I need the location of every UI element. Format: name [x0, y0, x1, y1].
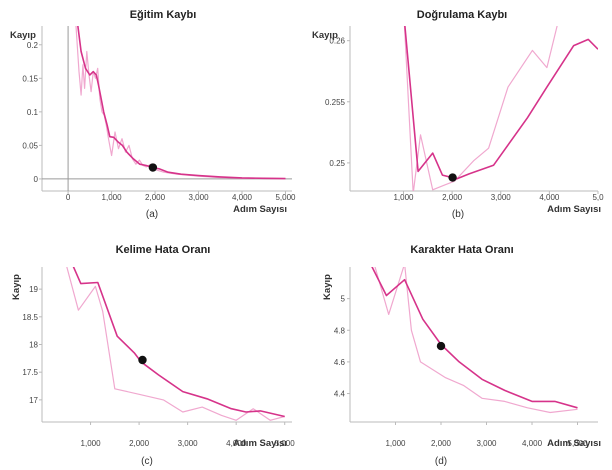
y-tick-label: 18 [29, 341, 38, 350]
highlight-marker [148, 163, 158, 172]
highlight-marker [138, 355, 147, 365]
x-tick-label: 1,000 [393, 193, 414, 202]
y-tick-label: 4.8 [334, 326, 346, 335]
series-line-raw [403, 26, 558, 191]
y-axis-label: Kayıp [11, 274, 22, 300]
y-axis-label: Kayıp [10, 30, 36, 41]
y-tick-label: 0.1 [27, 108, 39, 117]
x-tick-label: 2,000 [129, 439, 150, 448]
series-line-smoothed [72, 267, 285, 418]
plot-area: 1,000 2,000 3,000 4,000 5,000 4.4 4.6 4.8 5 [334, 267, 598, 448]
panel-word-error-rate: Kelime Hata Oranı Kayıp Adım Sayısı (c) … [11, 244, 295, 467]
x-tick-label: 5,000 [275, 439, 296, 448]
x-tick-label: 2,000 [431, 439, 452, 448]
series-line-smoothed [371, 267, 578, 409]
series-line-raw [374, 267, 578, 414]
y-tick-label: 0.15 [22, 74, 38, 83]
x-tick-label: 2,000 [145, 193, 166, 202]
x-tick-label: 4,000 [226, 439, 247, 448]
plot-area: 1,000 2,000 3,000 4,000 5,0 0.25 0.255 0.26 [325, 26, 604, 202]
panel-caption: (b) [452, 209, 464, 220]
panel-caption: (a) [146, 209, 158, 220]
x-axis-label: Adım Sayısı [547, 204, 601, 215]
series-line-raw [66, 267, 285, 421]
x-tick-label: 1,000 [81, 439, 102, 448]
panel-validation-loss: Doğrulama Kaybı Kayıp Adım Sayısı (b) 1,… [312, 9, 604, 220]
chart-title: Karakter Hata Oranı [410, 244, 513, 256]
x-tick-label: 1,000 [102, 193, 123, 202]
y-tick-label: 4.6 [334, 358, 346, 367]
chart-title: Eğitim Kaybı [130, 9, 197, 21]
x-axis-label: Adım Sayısı [233, 438, 287, 449]
panel-training-loss: Eğitim Kaybı Kayıp Adım Sayısı (a) 0 1,00… [10, 9, 296, 220]
x-tick-label: 3,000 [476, 439, 497, 448]
panel-caption: (d) [435, 456, 447, 467]
x-tick-label: 4,000 [522, 439, 543, 448]
x-tick-label: 3,000 [189, 193, 210, 202]
chart-title: Kelime Hata Oranı [116, 244, 211, 256]
x-tick-label: 4,000 [232, 193, 253, 202]
x-tick-label: 2,000 [442, 193, 463, 202]
highlight-marker [448, 173, 457, 182]
plot-area: 1,000 2,000 3,000 4,000 5,000 17 17.5 18 18.5 19 [22, 267, 296, 448]
x-tick-label: 1,000 [385, 439, 406, 448]
x-tick-label: 5,000 [275, 193, 296, 202]
x-tick-label: 4,000 [539, 193, 560, 202]
y-axis-label: Kayıp [312, 30, 338, 41]
y-tick-label: 0.25 [329, 159, 345, 168]
highlight-marker [436, 341, 446, 351]
y-tick-label: 0.05 [22, 141, 38, 150]
x-axis-label: Adım Sayısı [233, 204, 287, 215]
y-tick-label: 0.26 [329, 37, 345, 46]
x-tick-label: 0 [66, 193, 71, 202]
x-axis-label: Adım Sayısı [547, 438, 601, 449]
x-tick-label: 5,000 [568, 439, 589, 448]
x-tick-label: 5,0 [592, 193, 604, 202]
x-tick-label: 3,000 [491, 193, 512, 202]
chart-title: Doğrulama Kaybı [417, 9, 507, 21]
series-line-raw [75, 26, 286, 180]
series-line-smoothed [404, 26, 598, 180]
y-axis-label: Kayıp [322, 274, 333, 300]
y-tick-label: 5 [341, 295, 346, 304]
y-tick-label: 17.5 [22, 368, 38, 377]
plot-area: 0 1,000 2,000 3,000 4,000 5,000 0 0.05 0.1 0.15 0.… [22, 26, 296, 202]
x-tick-label: 3,000 [178, 439, 199, 448]
series-line-smoothed [77, 26, 286, 180]
y-tick-label: 17 [29, 396, 38, 405]
panel-caption: (c) [141, 456, 153, 467]
y-tick-label: 0.2 [27, 41, 39, 50]
panel-character-error-rate: Karakter Hata Oranı Kayıp Adım Sayısı (d… [322, 244, 601, 467]
y-tick-label: 0.255 [325, 98, 346, 107]
y-tick-label: 4.4 [334, 390, 346, 399]
y-tick-label: 0 [34, 175, 39, 184]
y-tick-label: 18.5 [22, 313, 38, 322]
y-tick-label: 19 [29, 285, 38, 294]
